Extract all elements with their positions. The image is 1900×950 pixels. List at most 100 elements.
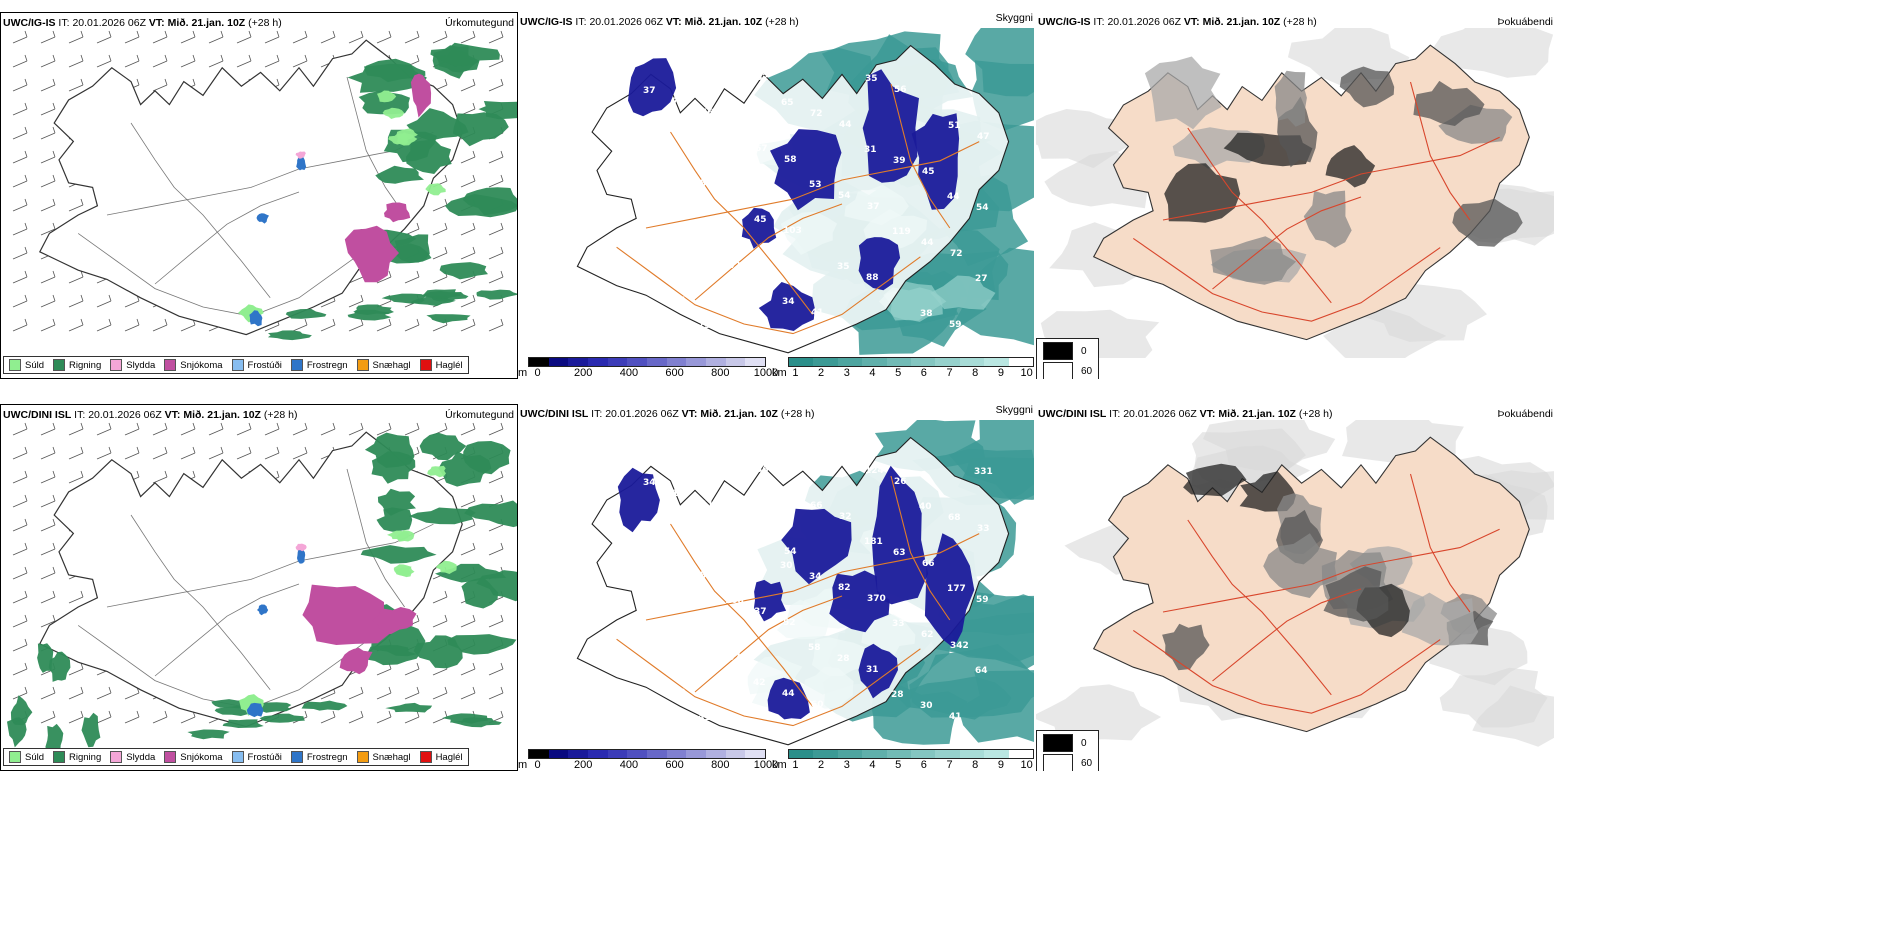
- shaded-area: [375, 165, 424, 184]
- road-line: [77, 233, 377, 317]
- road-line: [645, 533, 980, 621]
- legend-item: Snæhagl: [356, 359, 411, 371]
- wind-barb: [40, 614, 56, 628]
- wind-barb: [12, 542, 28, 556]
- wind-barb: [180, 710, 196, 724]
- road-line: [616, 246, 921, 335]
- shaded-area: [425, 183, 446, 196]
- legend-item: Frostregn: [290, 751, 348, 763]
- tick-label: 2: [818, 367, 825, 379]
- lead-time: (+28 h): [263, 409, 298, 421]
- wind-barb: [376, 318, 392, 332]
- wind-barb: [376, 270, 392, 284]
- wind-barb: [40, 470, 56, 484]
- legend-swatch: [356, 751, 369, 763]
- wind-barb: [96, 710, 112, 724]
- ceiling-value-label: 119: [892, 227, 911, 237]
- legend-label: Haglél: [435, 359, 463, 371]
- it-label: IT:: [58, 17, 70, 29]
- wind-barb: [460, 422, 476, 436]
- tick-label: 5: [895, 367, 902, 379]
- ceiling-value-label: 28: [837, 654, 850, 664]
- road-line: [1409, 81, 1471, 221]
- wind-barb: [208, 446, 224, 460]
- ceiling-value-label: 65: [781, 98, 794, 108]
- panel-title: Úrkomutegund: [445, 17, 514, 29]
- wind-barb: [348, 294, 364, 308]
- shaded-area: [256, 213, 269, 224]
- legend-swatch: [290, 359, 303, 371]
- wind-barb: [40, 222, 56, 236]
- vt-value: Mið. 21.jan. 10Z: [700, 408, 778, 420]
- wind-barb: [152, 78, 168, 92]
- shaded-area: [452, 112, 509, 147]
- color-bin: [911, 358, 936, 366]
- ceiling-color-scale: [528, 357, 766, 367]
- road-line: [670, 131, 814, 315]
- shaded-area: [476, 570, 517, 602]
- color-bin: [568, 358, 589, 366]
- vt-label: VT:: [681, 408, 698, 420]
- wind-barb: [460, 614, 476, 628]
- road-line: [670, 523, 814, 707]
- ceiling-value-label: 31: [864, 145, 877, 155]
- legend-label: Snæhagl: [372, 751, 411, 763]
- ceiling-value-label: 42: [728, 261, 741, 271]
- wind-barb: [432, 246, 448, 260]
- tick-label: 7: [946, 759, 953, 771]
- shaded-area: [949, 420, 1034, 505]
- wind-barb: [68, 662, 84, 676]
- wind-barb: [12, 686, 28, 700]
- shaded-area: [406, 108, 469, 141]
- color-bin: [984, 358, 1009, 366]
- color-bin: [647, 358, 667, 366]
- legend-swatch: [9, 751, 21, 763]
- wind-barb: [236, 30, 252, 44]
- color-bin: [813, 750, 838, 758]
- legend-swatch: [164, 751, 177, 763]
- wind-barb: [320, 710, 336, 724]
- tick-label: 4: [869, 367, 876, 379]
- precip-type-map: [7, 422, 517, 754]
- legend-item: Haglél: [419, 751, 463, 763]
- legend-swatch: [356, 359, 369, 371]
- wind-barb: [12, 102, 28, 116]
- tick-label: 800: [711, 759, 730, 771]
- ceiling-value-label: 56: [727, 62, 740, 72]
- ceiling-value-label: 82: [838, 583, 851, 593]
- wind-barb: [488, 422, 504, 436]
- panel-title: Skyggni: [995, 404, 1033, 416]
- shaded-area: [1339, 66, 1395, 108]
- ceiling-value-label: 58: [808, 643, 821, 653]
- shaded-area: [435, 560, 457, 574]
- fog-swatch: [1043, 754, 1073, 771]
- wind-barb: [12, 294, 28, 308]
- wind-barb: [460, 30, 476, 44]
- ceiling-value-label: 62: [756, 73, 769, 83]
- shaded-area: [259, 713, 305, 723]
- wind-barb: [180, 422, 196, 436]
- shaded-area: [1287, 28, 1410, 85]
- legend-label: Rigning: [69, 359, 102, 371]
- ceiling-value-label: 103: [783, 226, 802, 236]
- color-bin: [813, 358, 838, 366]
- shaded-area: [339, 647, 373, 675]
- shaded-area: [360, 545, 437, 564]
- shaded-area: [384, 202, 411, 223]
- wind-barb: [460, 174, 476, 188]
- panel-header: UWC/DINI ISL IT: 20.01.2026 06Z VT: Mið.…: [1038, 408, 1332, 420]
- lead-time: (+28 h): [765, 16, 799, 28]
- precip-areas: [238, 42, 517, 341]
- legend-item: Haglél: [419, 359, 463, 371]
- it-value: 20.01.2026 06Z: [1107, 16, 1181, 28]
- wind-barb: [12, 470, 28, 484]
- shaded-area: [410, 73, 432, 118]
- tick-label: 3: [843, 759, 850, 771]
- wind-barb: [68, 710, 84, 724]
- ceiling-value-label: 108: [725, 596, 744, 606]
- fog-swatch: [1043, 734, 1073, 752]
- ceiling-value-label: 948: [699, 642, 718, 652]
- ceiling-value-label: 30: [780, 561, 793, 571]
- visibility-unit: km: [772, 367, 787, 379]
- color-bin: [911, 750, 936, 758]
